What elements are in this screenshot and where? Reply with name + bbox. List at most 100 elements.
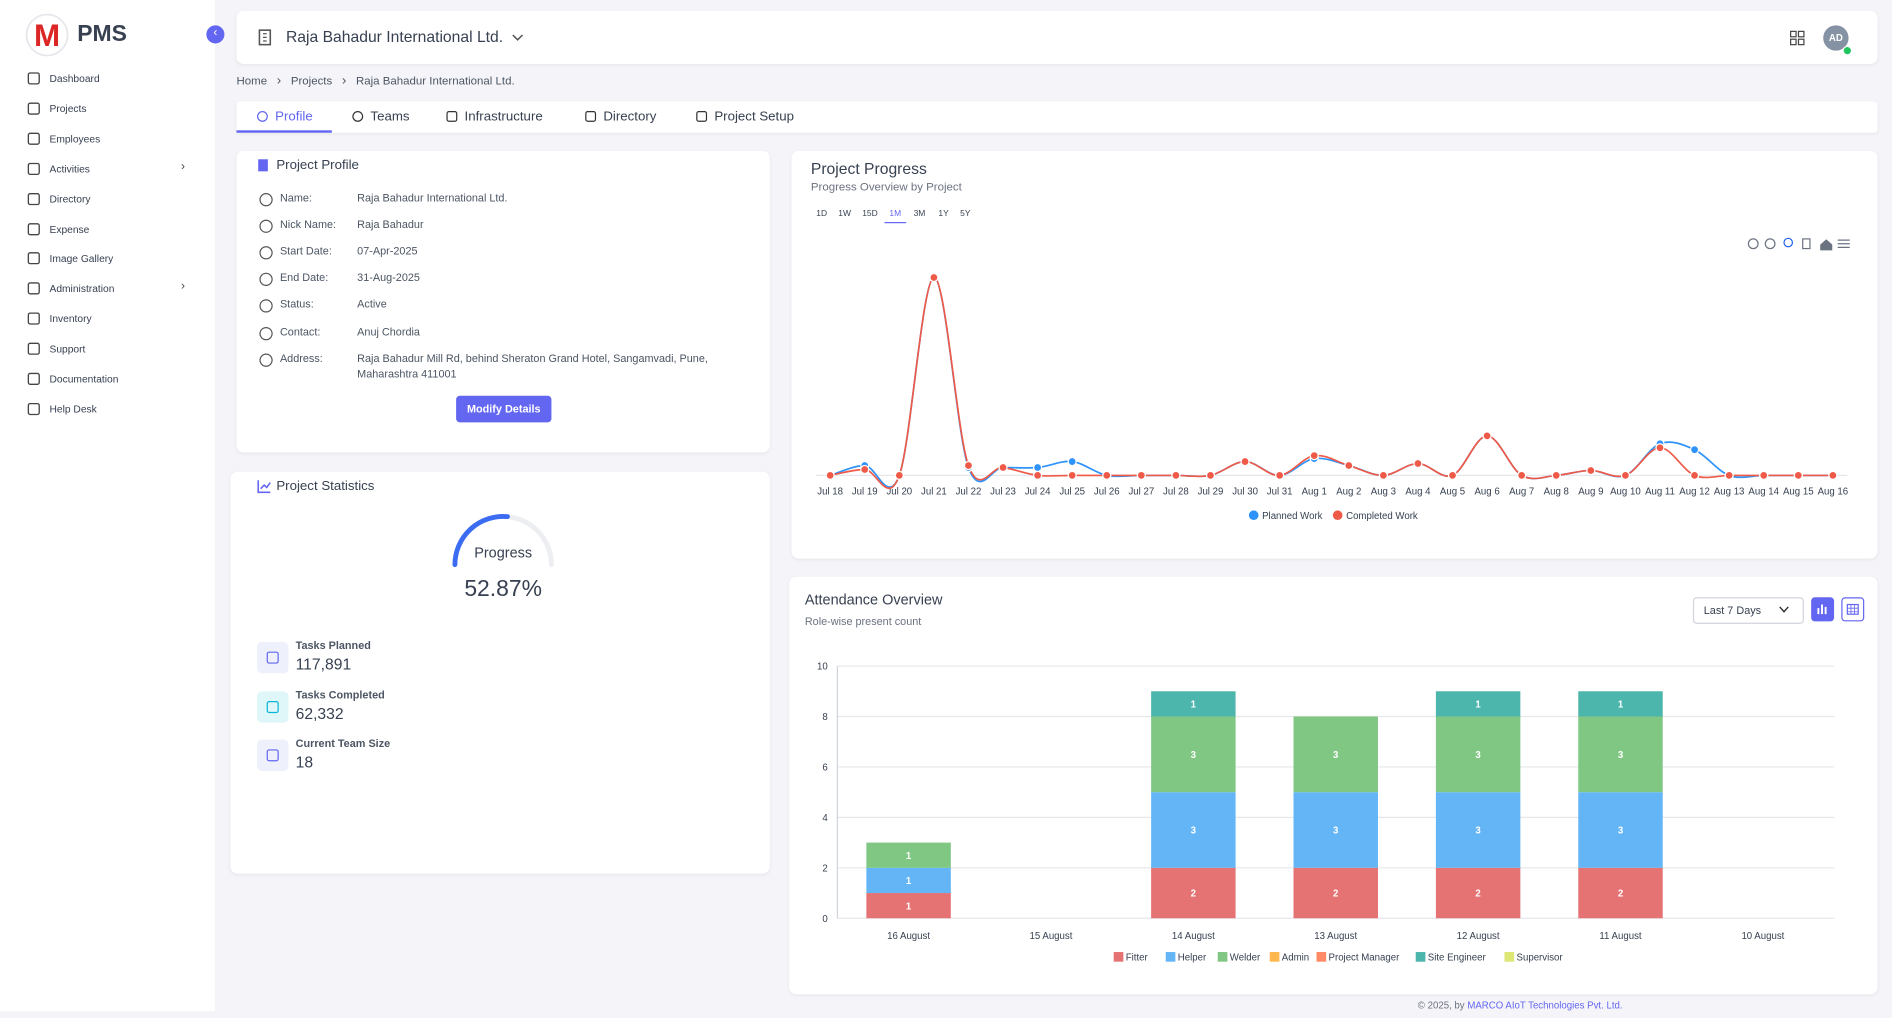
x-tick-label: Jul 23	[990, 487, 1016, 498]
data-label: 3	[1191, 826, 1197, 837]
legend-label: Supervisor	[1517, 952, 1564, 963]
data-label: 3	[1618, 750, 1624, 761]
x-tick-label: Aug 3	[1371, 487, 1396, 498]
x-tick-label: Aug 11	[1645, 487, 1675, 498]
data-point	[895, 471, 903, 479]
legend-label: Completed Work	[1346, 511, 1418, 522]
data-point	[861, 465, 869, 473]
x-tick-label: 12 August	[1457, 931, 1500, 942]
data-point	[1483, 432, 1491, 440]
x-tick-label: Jul 27	[1128, 487, 1154, 498]
data-point	[1552, 471, 1560, 479]
data-label: 3	[1475, 750, 1481, 761]
x-tick-label: Aug 14	[1748, 487, 1779, 498]
x-tick-label: 10 August	[1741, 931, 1784, 942]
chart-toolbar	[1748, 238, 1849, 249]
data-label: 1	[906, 851, 912, 862]
data-point	[1345, 462, 1353, 470]
y-tick-label: 8	[822, 712, 827, 723]
data-point	[1379, 471, 1387, 479]
data-label: 1	[906, 876, 912, 887]
x-tick-label: Jul 26	[1094, 487, 1120, 498]
x-tick-label: Aug 4	[1405, 487, 1431, 498]
data-label: 1	[1191, 700, 1197, 711]
data-label: 2	[1618, 889, 1623, 900]
data-label: 3	[1191, 750, 1197, 761]
data-label: 3	[1333, 826, 1339, 837]
x-tick-label: Jul 28	[1163, 487, 1189, 498]
x-tick-label: Aug 2	[1336, 487, 1361, 498]
x-tick-label: Jul 22	[956, 487, 982, 498]
x-tick-label: 14 August	[1172, 931, 1215, 942]
legend-label: Welder	[1230, 952, 1261, 963]
data-point	[1172, 471, 1180, 479]
x-tick-label: 15 August	[1030, 931, 1073, 942]
data-label: 3	[1475, 826, 1481, 837]
data-point	[1794, 471, 1802, 479]
data-point	[1760, 471, 1768, 479]
data-point	[1829, 471, 1837, 479]
y-tick-label: 2	[822, 863, 827, 874]
data-point	[1034, 464, 1042, 472]
data-point	[1137, 471, 1145, 479]
data-point	[964, 462, 972, 470]
x-tick-label: Aug 10	[1610, 487, 1641, 498]
series-line	[830, 278, 1833, 489]
data-point	[1621, 471, 1629, 479]
data-point	[1034, 471, 1042, 479]
footer-text: © 2025, by	[1418, 1000, 1465, 1011]
gauge-label: Progress	[474, 545, 532, 561]
x-tick-label: Jul 24	[1025, 487, 1051, 498]
y-tick-label: 0	[822, 914, 827, 925]
y-tick-label: 4	[822, 813, 828, 824]
data-point	[1691, 446, 1699, 454]
legend-label: Planned Work	[1262, 511, 1323, 522]
x-tick-label: Aug 9	[1578, 487, 1603, 498]
data-point	[1310, 452, 1318, 460]
x-tick-label: Jul 25	[1059, 487, 1085, 498]
legend-marker	[1504, 952, 1514, 962]
legend-marker	[1333, 510, 1343, 520]
x-tick-label: Aug 5	[1440, 487, 1465, 498]
data-point	[826, 471, 834, 479]
legend-marker	[1249, 510, 1259, 520]
data-label: 2	[1191, 889, 1196, 900]
x-tick-label: Jul 31	[1267, 487, 1293, 498]
data-point	[930, 274, 938, 282]
x-tick-label: Jul 30	[1232, 487, 1258, 498]
legend-marker	[1270, 952, 1280, 962]
data-point	[1656, 444, 1664, 452]
x-tick-label: Aug 8	[1544, 487, 1569, 498]
legend-label: Site Engineer	[1428, 952, 1487, 963]
data-point	[1691, 471, 1699, 479]
y-tick-label: 6	[822, 763, 827, 774]
footer: © 2025, by MARCO AIoT Technologies Pvt. …	[1418, 1000, 1623, 1011]
data-label: 1	[1475, 700, 1481, 711]
data-point	[1068, 471, 1076, 479]
x-tick-label: Aug 6	[1475, 487, 1500, 498]
x-tick-label: Aug 7	[1509, 487, 1534, 498]
legend-marker	[1166, 952, 1176, 962]
data-label: 2	[1475, 889, 1480, 900]
x-tick-label: 16 August	[887, 931, 930, 942]
data-point	[1241, 458, 1249, 466]
y-tick-label: 10	[817, 662, 828, 673]
x-tick-label: 13 August	[1314, 931, 1357, 942]
data-point	[1207, 471, 1215, 479]
data-point	[1587, 466, 1595, 474]
legend-label: Project Manager	[1329, 952, 1401, 963]
x-tick-label: Jul 29	[1198, 487, 1224, 498]
data-label: 1	[1618, 700, 1624, 711]
data-point	[1518, 471, 1526, 479]
x-tick-label: Aug 12	[1679, 487, 1710, 498]
legend-marker	[1316, 952, 1326, 962]
legend-marker	[1114, 952, 1124, 962]
data-point	[1449, 471, 1457, 479]
data-label: 2	[1333, 889, 1338, 900]
x-tick-label: Aug 1	[1302, 487, 1327, 498]
x-tick-label: Jul 18	[817, 487, 843, 498]
legend-marker	[1416, 952, 1426, 962]
footer-link[interactable]: MARCO AIoT Technologies Pvt. Ltd.	[1467, 1000, 1622, 1011]
legend-label: Helper	[1178, 952, 1207, 963]
data-point	[1414, 460, 1422, 468]
